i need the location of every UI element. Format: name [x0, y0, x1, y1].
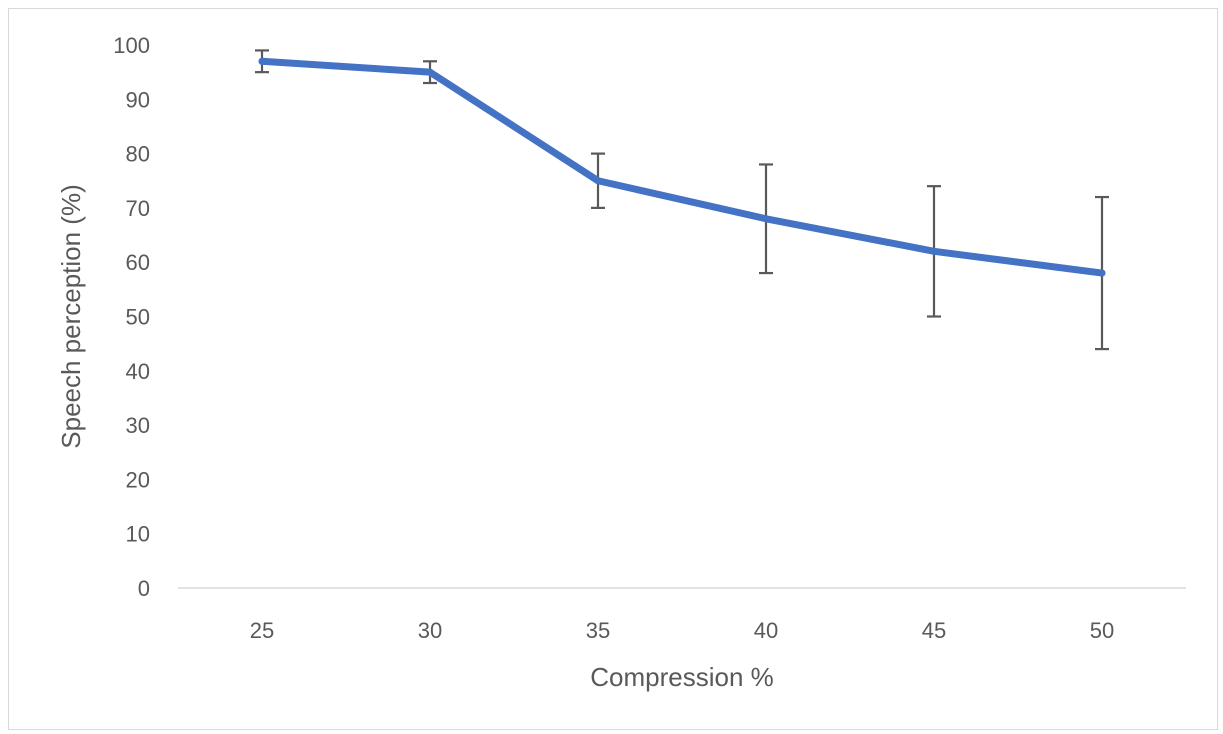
y-tick-label: 70: [126, 196, 150, 221]
x-tick-label: 30: [418, 618, 442, 643]
data-point: [1098, 269, 1106, 277]
data-points: [258, 57, 1106, 277]
x-tick-label: 40: [754, 618, 778, 643]
data-point: [258, 57, 266, 65]
y-axis-title: Speech perception (%): [56, 184, 86, 448]
data-point: [762, 215, 770, 223]
data-point: [594, 177, 602, 185]
y-tick-label: 20: [126, 467, 150, 492]
data-point: [426, 68, 434, 76]
y-tick-label: 50: [126, 305, 150, 330]
x-tick-labels: 25 30 35 40 45 50: [250, 618, 1114, 643]
y-tick-label: 80: [126, 142, 150, 167]
y-tick-label: 100: [113, 33, 150, 58]
y-tick-label: 0: [138, 576, 150, 601]
x-tick-label: 25: [250, 618, 274, 643]
y-tick-label: 90: [126, 87, 150, 112]
y-tick-labels: 0 10 20 30 40 50 60 70 80 90 100: [113, 33, 150, 601]
x-tick-label: 50: [1090, 618, 1114, 643]
y-tick-label: 40: [126, 359, 150, 384]
y-tick-label: 30: [126, 413, 150, 438]
series-line: [258, 57, 1106, 277]
x-tick-label: 45: [922, 618, 946, 643]
x-tick-label: 35: [586, 618, 610, 643]
data-point: [930, 247, 938, 255]
y-tick-label: 60: [126, 250, 150, 275]
y-tick-label: 10: [126, 522, 150, 547]
x-axis-title: Compression %: [590, 662, 774, 692]
chart-frame: [8, 8, 1218, 730]
